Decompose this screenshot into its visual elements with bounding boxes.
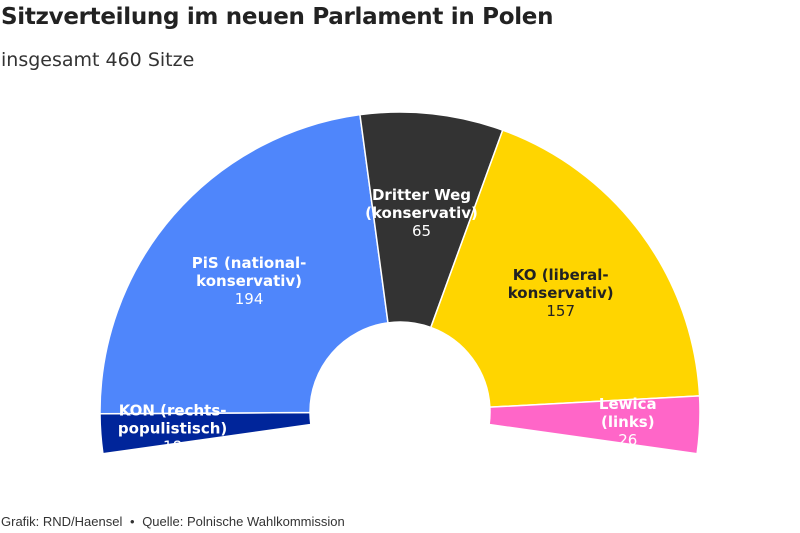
slice-name-kon-1: KON (rechts- [119, 402, 227, 420]
slice-label-kon: KON (rechts-populistisch) 18 [118, 402, 227, 456]
slice-value-kon: 18 [163, 438, 182, 456]
slice-value-ko: 157 [546, 302, 575, 320]
slice-dritter-weg [359, 111, 504, 329]
slice-name-dritter-weg-2: (konservativ) [365, 204, 478, 222]
slice-label-lewica: Lewica (links) 26 [599, 395, 657, 449]
footer-source: Quelle: Polnische Wahlkommission [142, 514, 345, 529]
slice-name-dritter-weg-1: Dritter Weg [372, 186, 471, 204]
slice-name-kon-2: populistisch) [118, 420, 227, 438]
slice-name-lewica-1: Lewica [599, 395, 657, 413]
footer-credit: Grafik: RND/Haensel [1, 514, 123, 529]
slice-name-ko-2: konservativ) [508, 284, 614, 302]
slice-value-lewica: 26 [618, 431, 637, 449]
slice-name-lewica-2: (links) [601, 413, 655, 431]
slice-label-ko: KO (liberal-konservativ) 157 [508, 266, 614, 320]
slice-name-pis-1: PiS (national- [192, 254, 307, 272]
footer-separator: • [130, 514, 135, 529]
slice-name-ko-1: KO (liberal- [513, 266, 609, 284]
slice-lewica [488, 395, 701, 455]
slice-name-pis-2: konservativ) [196, 272, 302, 290]
slice-label-pis: PiS (national-konservativ) 194 [192, 254, 307, 308]
chart-labels: KON (rechts-populistisch) 18 PiS (national… [118, 186, 657, 455]
slice-value-dritter-weg: 65 [412, 222, 431, 240]
slice-value-pis: 194 [235, 290, 264, 308]
slice-label-dritter-weg: Dritter Weg (konservativ) 65 [365, 186, 478, 240]
chart-footer: Grafik: RND/Haensel • Quelle: Polnische … [1, 514, 345, 529]
slice-pis [99, 113, 389, 415]
chart-title: Sitzverteilung im neuen Parlament in Pol… [1, 4, 554, 30]
chart-slices [99, 111, 701, 455]
slice-ko [429, 129, 701, 408]
chart-subtitle: insgesamt 460 Sitze [1, 49, 195, 71]
